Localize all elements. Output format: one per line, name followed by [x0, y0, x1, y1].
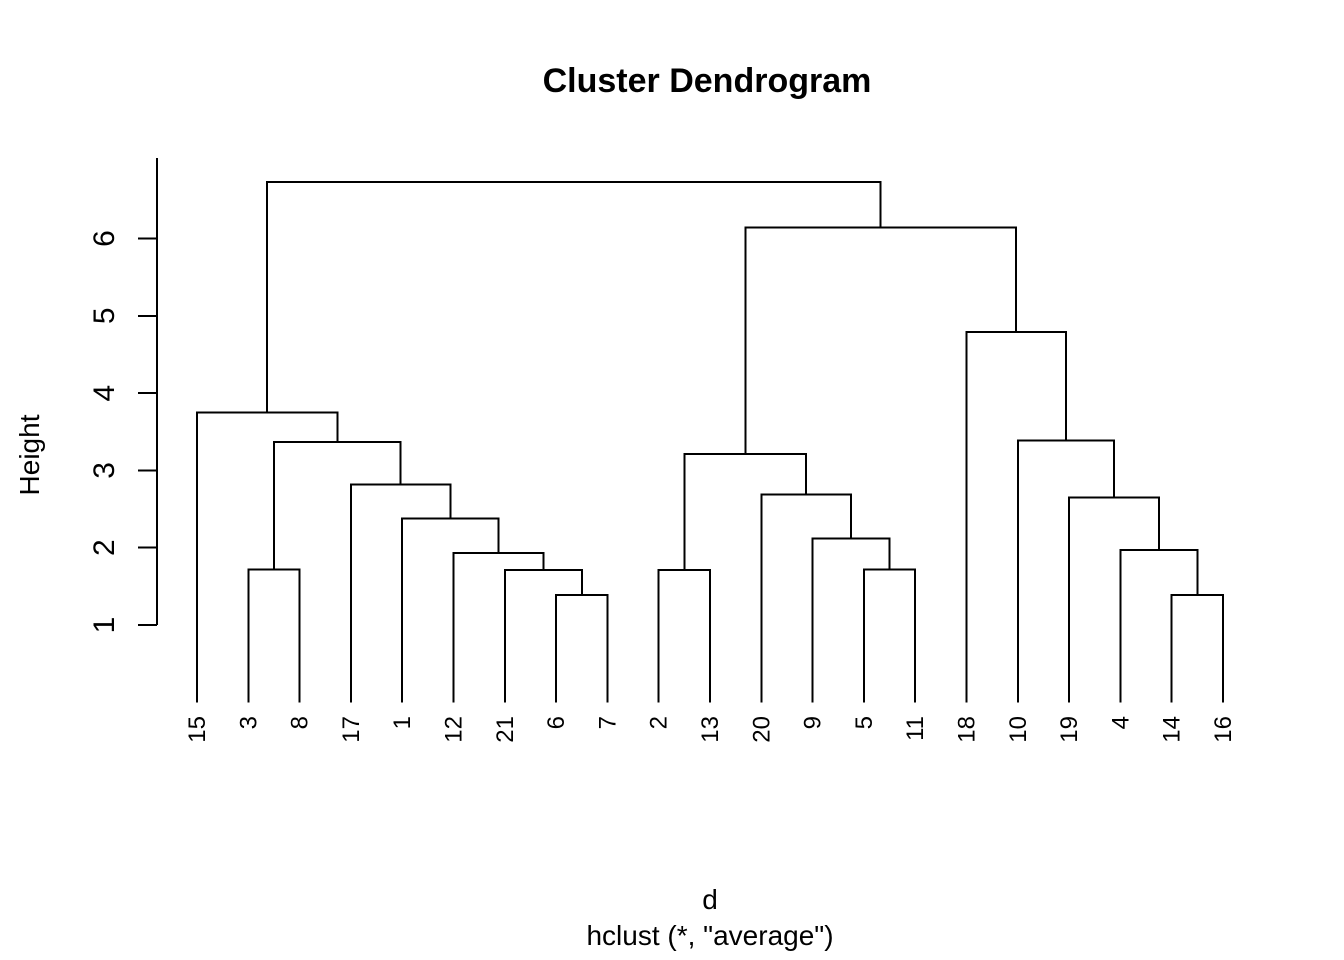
dendrogram-branch — [760, 493, 853, 703]
chart-title: Cluster Dendrogram — [542, 62, 872, 100]
leaf-label: 16 — [1210, 716, 1237, 743]
y-tick-label: 4 — [88, 385, 121, 402]
leaf-label: 15 — [184, 716, 211, 743]
leaf-label: 12 — [441, 716, 468, 743]
dendrogram-branch — [1119, 549, 1199, 703]
leaf-label: 9 — [800, 716, 827, 729]
dendrogram-branch — [196, 411, 339, 703]
dendrogram-branch — [266, 181, 882, 413]
leaf-label: 2 — [646, 716, 673, 729]
dendrogram-branch — [657, 569, 711, 703]
dendrogram-branch — [555, 593, 609, 703]
leaf-label: 18 — [954, 716, 981, 743]
x-axis-label: d — [702, 884, 718, 915]
leaf-label: 6 — [543, 716, 570, 729]
leaf-label: 7 — [594, 716, 621, 729]
dendrogram-branch — [1170, 593, 1224, 703]
leaf-label: 21 — [492, 716, 519, 743]
leaf-label: 3 — [235, 716, 262, 729]
leaf-label: 11 — [902, 716, 929, 741]
dendrogram-branch — [247, 568, 301, 703]
dendrogram-branch — [503, 569, 583, 703]
subtitle-hclust-call: hclust (*, "average") — [586, 920, 834, 951]
y-tick-label: 2 — [88, 539, 121, 556]
dendrogram-branch — [1068, 496, 1160, 703]
dendrogram-branch — [452, 552, 545, 703]
leaf-label: 20 — [748, 716, 775, 743]
leaf-label: 14 — [1159, 716, 1186, 743]
y-tick-label: 3 — [88, 462, 121, 479]
leaf-label: 1 — [389, 716, 416, 729]
leaf-label: 8 — [287, 716, 314, 729]
y-tick-label: 5 — [88, 307, 121, 324]
leaf-label: 10 — [1005, 716, 1032, 743]
dendrogram-branch — [862, 568, 917, 703]
y-tick-label: 1 — [88, 617, 121, 634]
leaf-label: 17 — [338, 716, 365, 743]
dendrogram-branch — [272, 440, 402, 570]
dendrogram-branch — [683, 453, 808, 571]
dendrogram-branch — [349, 483, 452, 703]
dendrogram-branch — [401, 517, 500, 703]
leaf-label: 13 — [697, 716, 724, 743]
leaf-label: 5 — [851, 716, 878, 729]
dendrogram-branch — [1016, 439, 1115, 703]
y-tick-label: 6 — [88, 230, 121, 247]
dendrogram-branch — [965, 331, 1067, 703]
leaf-label: 19 — [1056, 716, 1083, 743]
leaf-label: 4 — [1107, 716, 1134, 729]
dendrogram-branch — [744, 226, 1018, 455]
dendrogram-branch — [811, 537, 891, 703]
